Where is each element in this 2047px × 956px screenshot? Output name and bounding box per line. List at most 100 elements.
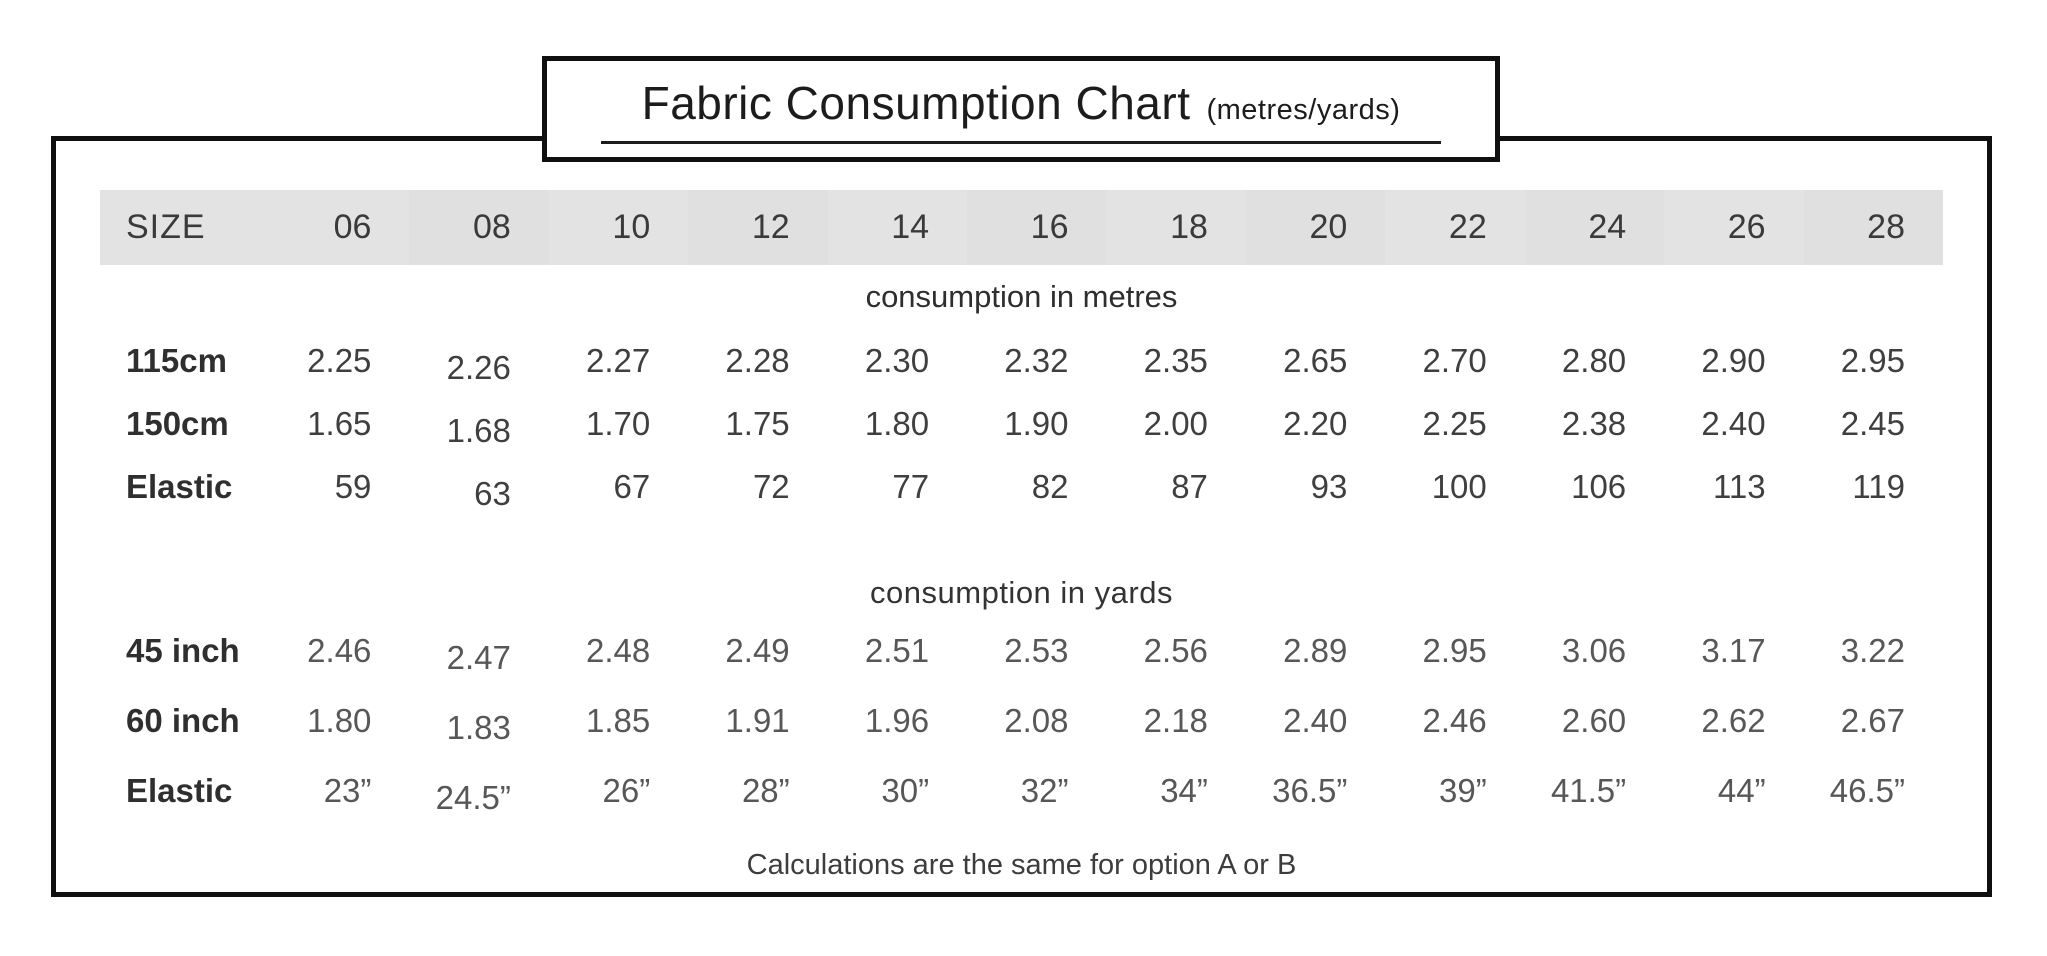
size-column-header: 10 [548, 190, 689, 265]
value-cell: 77 [892, 467, 930, 505]
chart-outer-frame: SIZE 06 08 10 12 14 16 18 20 22 24 26 28 consumption… [51, 136, 1992, 897]
size-column-header: 08 [409, 190, 549, 265]
value-cell: 2.53 [1004, 632, 1069, 669]
value-cell: 2.70 [1422, 341, 1487, 379]
value-cell: 3.22 [1840, 632, 1905, 669]
value-cell: 26” [602, 772, 651, 809]
value-cell: 32” [1020, 772, 1069, 809]
value-cell: 2.32 [1004, 341, 1069, 379]
value-cell: 1.75 [725, 404, 790, 442]
value-cell: 34” [1160, 772, 1208, 809]
value-cell: 2.26 [446, 348, 511, 386]
value-cell: 2.25 [307, 341, 372, 379]
consumption-table: SIZE 06 08 10 12 14 16 18 20 22 24 26 28 consumption… [100, 190, 1943, 892]
value-cell: 2.51 [864, 632, 930, 669]
value-cell: 2.00 [1143, 404, 1208, 442]
size-column-header: 12 [688, 190, 828, 265]
row-label: 60 inch [126, 702, 240, 739]
value-cell: 2.95 [1840, 341, 1905, 379]
footnote-text: Calculations are the same for option A o… [746, 848, 1297, 881]
size-column-header: 18 [1106, 190, 1246, 265]
row-label: 115cm [126, 341, 227, 379]
row-label: 45 inch [126, 632, 240, 669]
value-cell: 2.67 [1840, 702, 1905, 739]
table-row-metres-1: 150cm 1.65 1.68 1.70 1.75 1.80 1.90 2.00 2.20 2.2… [100, 392, 1943, 455]
value-cell: 3.06 [1561, 632, 1627, 669]
table-row-metres-0: 115cm 2.25 2.26 2.27 2.28 2.30 2.32 2.35 2.65 2.7… [100, 329, 1943, 392]
value-cell: 106 [1571, 467, 1627, 505]
value-cell: 2.90 [1701, 341, 1766, 379]
size-header-row: SIZE 06 08 10 12 14 16 18 20 22 24 26 28 [100, 190, 1943, 265]
value-cell: 2.08 [1004, 702, 1069, 739]
section-yards: consumption in yards 45 inch 2.46 2.47 2.48 2… [100, 556, 1943, 826]
row-label: 150cm [126, 404, 229, 442]
value-cell: 1.68 [446, 411, 511, 449]
table-row-yards-0: 45 inch 2.46 2.47 2.48 2.49 2.51 2.53 2.56 2.89 2… [100, 616, 1943, 686]
section-spacer [100, 518, 1943, 556]
size-column-header: 06 [270, 190, 410, 265]
size-column-header: 28 [1803, 190, 1943, 265]
size-column-header: 14 [827, 190, 968, 265]
value-cell: 1.91 [725, 702, 790, 739]
section-label-row: consumption in yards [100, 556, 1943, 616]
value-cell: 2.35 [1143, 341, 1208, 379]
value-cell: 2.47 [446, 639, 511, 676]
value-cell: 2.49 [725, 632, 790, 669]
value-cell: 2.46 [307, 632, 372, 669]
section-label-yards: consumption in yards [870, 575, 1173, 610]
value-cell: 63 [474, 474, 511, 512]
size-column-header: 24 [1524, 190, 1665, 265]
section-metres: consumption in metres 115cm 2.25 2.26 2.27 2.… [100, 265, 1943, 518]
value-cell: 72 [752, 467, 790, 505]
value-cell: 41.5” [1550, 772, 1627, 809]
value-cell: 3.17 [1701, 632, 1766, 669]
value-cell: 30” [881, 772, 930, 809]
title-line: Fabric Consumption Chart (metres/yards) [642, 76, 1401, 130]
value-cell: 2.80 [1561, 341, 1627, 379]
row-label: Elastic [126, 467, 233, 505]
value-cell: 93 [1310, 467, 1348, 505]
value-cell: 46.5” [1829, 772, 1905, 809]
value-cell: 2.27 [586, 341, 651, 379]
title-box: Fabric Consumption Chart (metres/yards) [542, 56, 1500, 162]
value-cell: 2.56 [1143, 632, 1208, 669]
size-header-label: SIZE [100, 190, 270, 265]
value-cell: 113 [1712, 467, 1766, 505]
size-column-header: 26 [1664, 190, 1804, 265]
page-title-units: (metres/yards) [1206, 94, 1401, 126]
value-cell: 2.48 [586, 632, 651, 669]
size-column-header: 16 [967, 190, 1107, 265]
value-cell: 2.45 [1840, 404, 1905, 442]
title-underline-divider [601, 141, 1441, 144]
value-cell: 2.18 [1143, 702, 1208, 739]
section-label-row: consumption in metres [100, 265, 1943, 329]
value-cell: 1.90 [1004, 404, 1069, 442]
value-cell: 39” [1439, 772, 1487, 809]
value-cell: 23” [323, 772, 372, 809]
value-cell: 82 [1031, 467, 1069, 505]
size-column-header: 22 [1385, 190, 1525, 265]
value-cell: 2.40 [1701, 404, 1766, 442]
value-cell: 2.20 [1283, 404, 1348, 442]
value-cell: 2.40 [1283, 702, 1348, 739]
row-label: Elastic [126, 772, 233, 809]
value-cell: 2.25 [1422, 404, 1487, 442]
footnote-row: Calculations are the same for option A o… [100, 826, 1943, 892]
value-cell: 1.65 [307, 404, 372, 442]
value-cell: 1.80 [864, 404, 930, 442]
value-cell: 1.83 [446, 709, 511, 746]
table-row-metres-2: Elastic 59 63 67 72 77 82 87 93 100 106 113 119 [100, 455, 1943, 518]
size-column-header: 20 [1245, 190, 1386, 265]
value-cell: 2.62 [1701, 702, 1766, 739]
value-cell: 67 [613, 467, 651, 505]
value-cell: 2.95 [1422, 632, 1487, 669]
value-cell: 1.70 [586, 404, 651, 442]
value-cell: 1.80 [307, 702, 372, 739]
page-title: Fabric Consumption Chart [641, 77, 1191, 129]
value-cell: 44” [1717, 772, 1766, 809]
value-cell: 2.89 [1283, 632, 1348, 669]
value-cell: 2.38 [1561, 404, 1627, 442]
value-cell: 2.46 [1422, 702, 1487, 739]
value-cell: 59 [334, 467, 372, 505]
